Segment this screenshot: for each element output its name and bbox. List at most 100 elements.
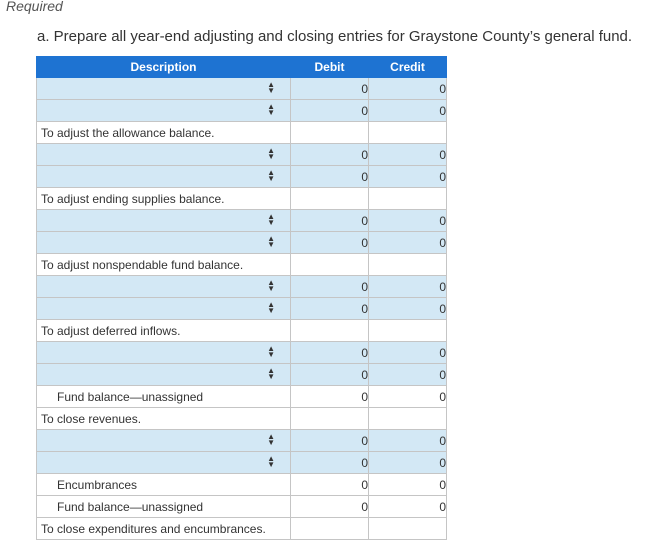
debit-input[interactable]: 0 xyxy=(290,473,369,496)
debit-input[interactable]: 0 xyxy=(290,275,369,298)
journal-entry-row: ▲ ▼ 0 0 xyxy=(36,231,447,254)
fixed-account-row: Fund balance—unassigned 0 0 xyxy=(36,495,447,518)
credit-blank xyxy=(368,517,447,540)
credit-input[interactable]: 0 xyxy=(368,429,447,452)
entry-memo-row: To adjust ending supplies balance. xyxy=(36,187,447,210)
debit-blank xyxy=(290,121,369,144)
column-header-debit: Debit xyxy=(290,56,369,78)
debit-input[interactable]: 0 xyxy=(290,495,369,518)
debit-input[interactable]: 0 xyxy=(290,143,369,166)
table-header-row: Description Debit Credit xyxy=(36,56,447,78)
credit-blank xyxy=(368,121,447,144)
credit-input[interactable]: 0 xyxy=(368,231,447,254)
entry-memo: To close expenditures and encumbrances. xyxy=(36,517,291,540)
credit-blank xyxy=(368,253,447,276)
entry-memo-row: To close expenditures and encumbrances. xyxy=(36,517,447,540)
entry-memo: To adjust ending supplies balance. xyxy=(36,187,291,210)
sort-arrows-icon: ▲ ▼ xyxy=(267,344,275,359)
credit-input[interactable]: 0 xyxy=(368,363,447,386)
debit-blank xyxy=(290,319,369,342)
credit-input[interactable]: 0 xyxy=(368,495,447,518)
entry-memo: To adjust nonspendable fund balance. xyxy=(36,253,291,276)
sort-arrows-icon: ▲ ▼ xyxy=(267,234,275,249)
account-select[interactable]: ▲ ▼ xyxy=(36,99,291,122)
journal-entry-row: ▲ ▼ 0 0 xyxy=(36,275,447,298)
debit-input[interactable]: 0 xyxy=(290,451,369,474)
required-label: Required xyxy=(6,0,63,14)
credit-input[interactable]: 0 xyxy=(368,341,447,364)
account-select[interactable]: ▲ ▼ xyxy=(36,451,291,474)
journal-entry-row: ▲ ▼ 0 0 xyxy=(36,77,447,100)
fixed-account-row: Fund balance—unassigned 0 0 xyxy=(36,385,447,408)
entry-memo-row: To adjust nonspendable fund balance. xyxy=(36,253,447,276)
debit-input[interactable]: 0 xyxy=(290,429,369,452)
credit-input[interactable]: 0 xyxy=(368,165,447,188)
entry-memo-row: To adjust deferred inflows. xyxy=(36,319,447,342)
journal-entry-row: ▲ ▼ 0 0 xyxy=(36,143,447,166)
journal-entry-row: ▲ ▼ 0 0 xyxy=(36,451,447,474)
debit-input[interactable]: 0 xyxy=(290,363,369,386)
entry-memo: To close revenues. xyxy=(36,407,291,430)
sort-arrows-icon: ▲ ▼ xyxy=(267,80,275,95)
sort-arrows-icon: ▲ ▼ xyxy=(267,432,275,447)
debit-input[interactable]: 0 xyxy=(290,231,369,254)
entry-memo: To adjust the allowance balance. xyxy=(36,121,291,144)
account-select[interactable]: ▲ ▼ xyxy=(36,363,291,386)
column-header-credit: Credit xyxy=(368,56,447,78)
account-select[interactable]: ▲ ▼ xyxy=(36,275,291,298)
entry-memo: To adjust deferred inflows. xyxy=(36,319,291,342)
sort-arrows-icon: ▲ ▼ xyxy=(267,168,275,183)
credit-blank xyxy=(368,319,447,342)
account-name: Fund balance—unassigned xyxy=(36,495,291,518)
debit-input[interactable]: 0 xyxy=(290,99,369,122)
credit-input[interactable]: 0 xyxy=(368,297,447,320)
account-select[interactable]: ▲ ▼ xyxy=(36,77,291,100)
entry-memo-row: To close revenues. xyxy=(36,407,447,430)
debit-input[interactable]: 0 xyxy=(290,385,369,408)
debit-blank xyxy=(290,187,369,210)
account-select[interactable]: ▲ ▼ xyxy=(36,297,291,320)
journal-body: ▲ ▼ 0 0 ▲ ▼ 0 0 To adjust the allowance balance.… xyxy=(36,77,447,540)
account-select[interactable]: ▲ ▼ xyxy=(36,231,291,254)
debit-blank xyxy=(290,407,369,430)
credit-blank xyxy=(368,407,447,430)
journal-entry-row: ▲ ▼ 0 0 xyxy=(36,363,447,386)
debit-blank xyxy=(290,253,369,276)
account-select[interactable]: ▲ ▼ xyxy=(36,143,291,166)
journal-entry-row: ▲ ▼ 0 0 xyxy=(36,165,447,188)
credit-input[interactable]: 0 xyxy=(368,99,447,122)
credit-input[interactable]: 0 xyxy=(368,473,447,496)
column-header-description: Description xyxy=(36,56,291,78)
sort-arrows-icon: ▲ ▼ xyxy=(267,454,275,469)
debit-input[interactable]: 0 xyxy=(290,165,369,188)
journal-entry-row: ▲ ▼ 0 0 xyxy=(36,341,447,364)
credit-input[interactable]: 0 xyxy=(368,77,447,100)
sort-arrows-icon: ▲ ▼ xyxy=(267,212,275,227)
credit-input[interactable]: 0 xyxy=(368,143,447,166)
debit-input[interactable]: 0 xyxy=(290,341,369,364)
sort-arrows-icon: ▲ ▼ xyxy=(267,366,275,381)
debit-input[interactable]: 0 xyxy=(290,297,369,320)
journal-entry-row: ▲ ▼ 0 0 xyxy=(36,297,447,320)
journal-entry-row: ▲ ▼ 0 0 xyxy=(36,209,447,232)
credit-input[interactable]: 0 xyxy=(368,451,447,474)
debit-blank xyxy=(290,517,369,540)
account-select[interactable]: ▲ ▼ xyxy=(36,341,291,364)
debit-input[interactable]: 0 xyxy=(290,209,369,232)
journal-entry-row: ▲ ▼ 0 0 xyxy=(36,99,447,122)
credit-input[interactable]: 0 xyxy=(368,385,447,408)
sort-arrows-icon: ▲ ▼ xyxy=(267,300,275,315)
sort-arrows-icon: ▲ ▼ xyxy=(267,278,275,293)
debit-input[interactable]: 0 xyxy=(290,77,369,100)
credit-input[interactable]: 0 xyxy=(368,275,447,298)
account-select[interactable]: ▲ ▼ xyxy=(36,209,291,232)
instruction-text: a. Prepare all year-end adjusting and cl… xyxy=(37,28,633,45)
entry-memo-row: To adjust the allowance balance. xyxy=(36,121,447,144)
credit-input[interactable]: 0 xyxy=(368,209,447,232)
account-name: Encumbrances xyxy=(36,473,291,496)
account-select[interactable]: ▲ ▼ xyxy=(36,429,291,452)
journal-table: Description Debit Credit ▲ ▼ 0 0 ▲ ▼ 0 0 To adju… xyxy=(36,56,447,540)
sort-arrows-icon: ▲ ▼ xyxy=(267,102,275,117)
account-select[interactable]: ▲ ▼ xyxy=(36,165,291,188)
account-name: Fund balance—unassigned xyxy=(36,385,291,408)
